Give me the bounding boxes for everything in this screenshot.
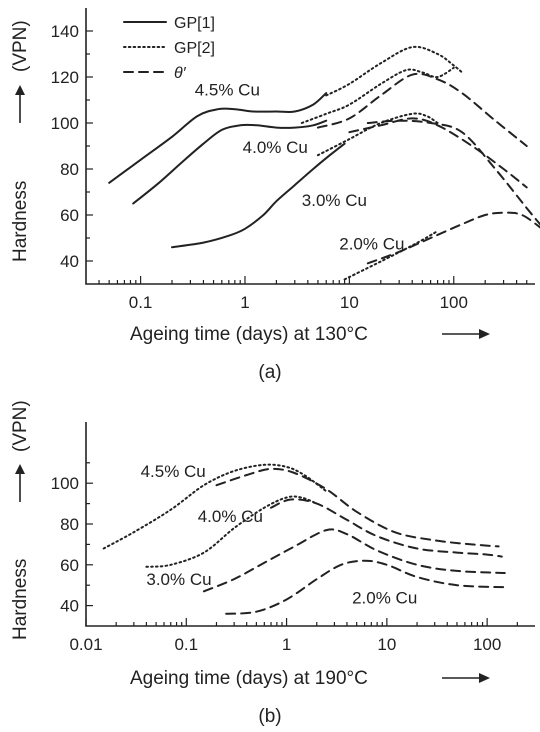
axis-lines [85, 422, 535, 627]
x-tick-label: 1 [282, 635, 291, 654]
series-4-0pct-cu-gp-2 [300, 66, 455, 124]
legend: GP[1] GP[2] θ′ [123, 15, 215, 82]
y-tick-label: 80 [60, 515, 79, 534]
y-axis-label: Hardness [10, 559, 31, 640]
x-tick-label: 100 [473, 635, 501, 654]
y-axis-arrow [15, 464, 25, 502]
curve-label: 4.5% Cu [141, 462, 206, 481]
series-2-0pct-cu-theta-prime [225, 559, 506, 615]
series-3-0pct-cu-gp-2 [316, 112, 439, 157]
y-tick-label: 40 [60, 597, 79, 616]
legend-label-theta-prime: θ′ [174, 65, 187, 82]
series-4-0pct-cu-gp-1 [132, 119, 328, 205]
y-tick-label: 40 [60, 252, 79, 271]
x-axis-arrow [442, 673, 490, 683]
x-tick-label: 1 [240, 293, 249, 312]
axes-frame [85, 422, 535, 627]
panel-caption: (b) [258, 706, 281, 727]
curve-labels: 4.5% Cu 4.0% Cu 3.0% Cu 2.0% Cu [141, 462, 418, 607]
tick-labels: 40 60 80 100 120 140 0.1 1 10 100 [51, 22, 468, 312]
series-3-0pct-cu-theta-prime [366, 119, 540, 226]
y-tick-label: 120 [51, 68, 79, 87]
series-curves [102, 463, 506, 615]
series-4-0pct-cu-gp-2 [145, 495, 318, 568]
curve-label: 2.0% Cu [352, 589, 417, 608]
y-axis-unit: (VPN) [10, 400, 31, 452]
curve-label: 3.0% Cu [302, 191, 367, 210]
tick-marks [85, 462, 518, 626]
x-axis-label: Ageing time (days) at 190°C [130, 668, 368, 689]
curve-labels: 4.5% Cu 4.0% Cu 3.0% Cu 2.0% Cu [195, 80, 405, 253]
curve-label: 2.0% Cu [339, 235, 404, 254]
curve-label: 4.0% Cu [198, 507, 263, 526]
panel-caption: (a) [258, 362, 281, 383]
series-3-0pct-cu-gp-1 [171, 142, 346, 249]
y-tick-label: 140 [51, 22, 79, 41]
x-tick-label: 10 [340, 293, 359, 312]
axis-lines [85, 8, 535, 285]
series-4-0pct-cu-theta-prime [348, 117, 528, 189]
legend-label-gp1: GP[1] [174, 15, 215, 32]
panel-b: 40 60 80 100 0.01 0.1 1 10 100 4.5% Cu 4.0% Cu 3.0… [10, 400, 535, 727]
x-tick-label: 0.1 [174, 635, 198, 654]
y-tick-label: 100 [51, 114, 79, 133]
x-axis-arrow [442, 329, 490, 339]
tick-marks [86, 30, 528, 284]
y-tick-label: 80 [60, 160, 79, 179]
series-4-5pct-cu-gp-2 [325, 45, 463, 97]
series-4-5pct-cu-theta-prime [215, 467, 500, 548]
y-axis-unit: (VPN) [10, 20, 31, 72]
legend-label-gp2: GP[2] [174, 40, 215, 57]
x-axis-label: Ageing time (days) at 130°C [130, 324, 368, 345]
y-axis-label: Hardness [10, 181, 31, 262]
x-tick-label: 0.1 [129, 293, 153, 312]
y-tick-label: 60 [60, 206, 79, 225]
x-tick-label: 0.01 [69, 635, 102, 654]
series-3-0pct-cu-theta-prime [202, 528, 506, 593]
y-axis-arrow [15, 85, 25, 123]
series-curves [108, 45, 540, 281]
panel-a: 40 60 80 100 120 140 0.1 1 10 100 4.5% Cu 4.0% Cu 3… [10, 8, 540, 383]
tick-labels: 40 60 80 100 0.01 0.1 1 10 100 [51, 474, 502, 654]
y-tick-label: 60 [60, 556, 79, 575]
curve-label: 4.0% Cu [243, 138, 308, 157]
curve-label: 3.0% Cu [146, 570, 211, 589]
x-tick-label: 100 [440, 293, 468, 312]
curve-label: 4.5% Cu [195, 80, 260, 99]
series-4-5pct-cu-theta-prime [316, 72, 528, 147]
axes-frame [85, 8, 535, 285]
series-4-5pct-cu-gp-1 [108, 92, 328, 184]
x-tick-label: 10 [377, 635, 396, 654]
series-2-0pct-cu-theta-prime [366, 211, 540, 265]
y-tick-label: 100 [51, 474, 79, 493]
